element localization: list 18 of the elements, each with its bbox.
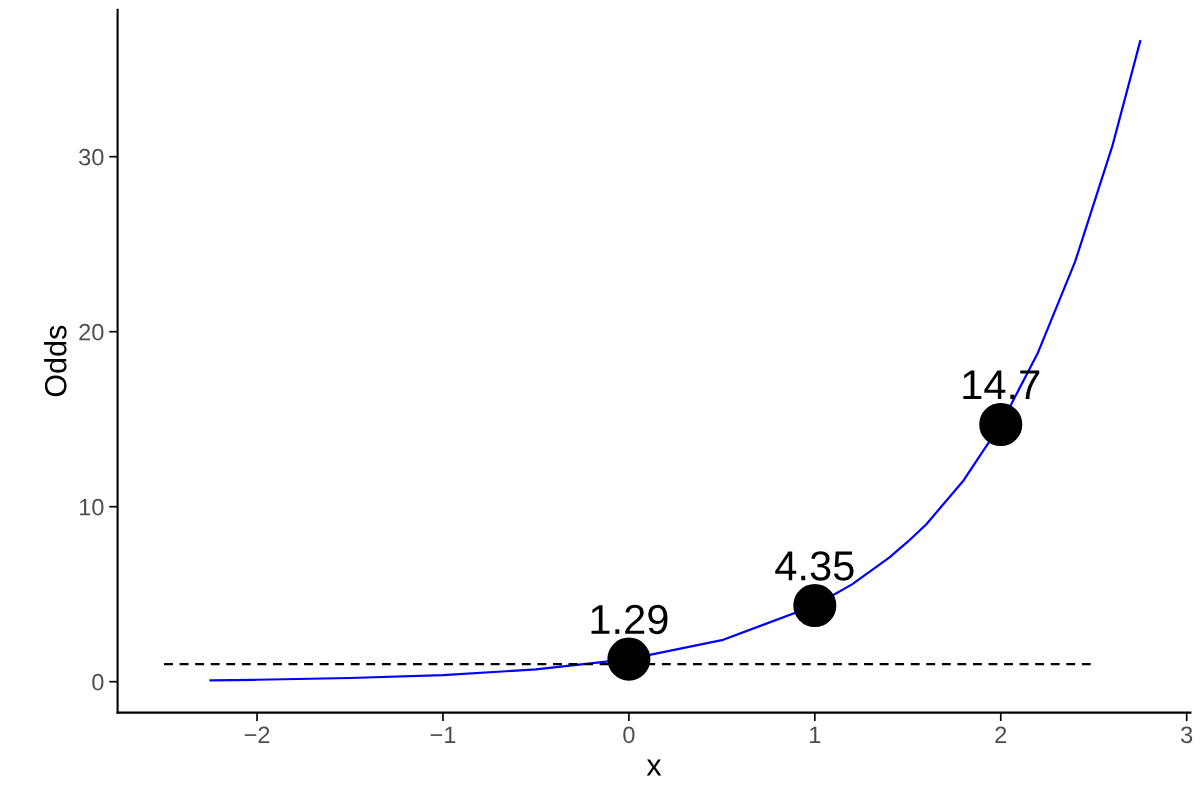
x-tick-label: 0 [623,726,635,744]
data-label: 1.29 [591,604,668,635]
y-axis-title: Odds [44,325,67,397]
point [979,402,1023,446]
x-tick-label: 2 [995,726,1007,743]
x-axis-title: x [646,759,662,776]
x-tick-label: −2 [244,726,270,743]
y-tick-label: 0 [92,673,104,691]
y-tick-label: 20 [79,323,104,341]
y-tick-label: 30 [79,148,104,166]
x-tick-label: 1 [810,726,821,743]
line-series [209,40,1142,682]
x-tick-label: −1 [430,726,456,743]
point [607,637,651,681]
x-tick-label: 3 [1181,726,1193,744]
data-label: 4.35 [775,551,854,581]
point [793,584,837,628]
y-tick-label: 10 [79,498,104,516]
